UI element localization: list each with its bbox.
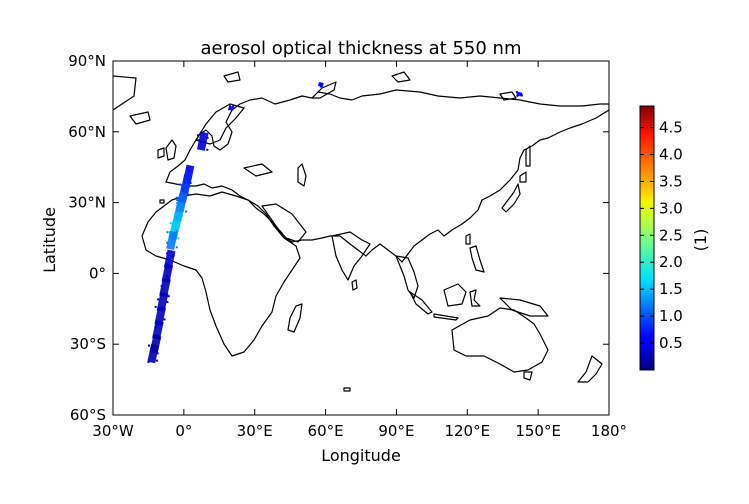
- x-tick-label: 30°E: [237, 422, 273, 440]
- srilanka-coastline: [351, 279, 358, 291]
- blacksea-coastline: [243, 163, 273, 177]
- y-tick-label: 60°S: [70, 406, 106, 424]
- x-tick-label: 60°E: [308, 422, 344, 440]
- tasmania-coastline: [523, 371, 533, 381]
- severnaya-coastline: [391, 71, 411, 83]
- swath-point: [196, 131, 209, 151]
- sulawesi-coastline: [469, 289, 481, 307]
- borneo-coastline: [443, 283, 467, 307]
- japan-coastline: [501, 183, 521, 213]
- iceland-coastline: [129, 111, 151, 125]
- chart-title: aerosol optical thickness at 550 nm: [201, 38, 522, 59]
- arabia-coastline: [261, 203, 307, 243]
- colorbar-tick-label: 3.0: [659, 199, 683, 217]
- newzealand-coastline: [577, 355, 603, 383]
- y-tick-label: 0°: [89, 264, 106, 282]
- newguinea-coastline: [499, 297, 549, 317]
- swath-point: [166, 230, 178, 250]
- swath-point: [515, 91, 523, 97]
- svalbard-coastline: [223, 71, 241, 83]
- greenland-coastline: [113, 75, 137, 111]
- colorbar-tick-label: 1.0: [659, 307, 683, 325]
- hokkaido-coastline: [519, 171, 527, 183]
- colorbar-tick-label: 4.5: [659, 119, 683, 137]
- madagascar-coastline: [287, 303, 303, 333]
- india-coastline: [331, 231, 371, 281]
- philippines-coastline: [469, 245, 485, 273]
- swath-point: [228, 105, 235, 111]
- sakhalin-coastline: [525, 145, 531, 167]
- canary-coastline: [159, 199, 165, 204]
- x-tick-label: 180°: [591, 422, 627, 440]
- x-tick-label: 90°E: [378, 422, 414, 440]
- scandinavia-coastline: [195, 103, 245, 145]
- y-tick-label: 30°N: [68, 194, 106, 212]
- africa-coastline: [141, 191, 301, 357]
- colorbar-gradient: [639, 105, 655, 371]
- y-axis-label: Latitude: [40, 207, 59, 273]
- colorbar-tick-label: 1.5: [659, 280, 683, 298]
- taiwan-coastline: [465, 233, 471, 245]
- x-tick-label: 0°: [175, 422, 192, 440]
- kerguelen-coastline: [343, 387, 351, 392]
- y-tick-label: 30°S: [70, 335, 106, 353]
- swath-point: [147, 344, 159, 364]
- x-axis: 30°W 0° 30°E 60°E 90°E 120°E 150°E 180°: [92, 61, 627, 440]
- colorbar-ticks: 0.5 1.0 1.5 2.0 2.5 3.0 3.5 4.0 4.5: [640, 119, 683, 352]
- x-tick-label: 120°E: [444, 422, 490, 440]
- britain-coastline: [165, 139, 177, 161]
- ireland-coastline: [157, 147, 165, 159]
- x-tick-label: 30°W: [92, 422, 134, 440]
- y-tick-label: 90°N: [68, 52, 106, 70]
- colorbar-tick-label: 3.5: [659, 172, 683, 190]
- eurasia-coastline: [165, 89, 609, 263]
- plot-frame: [112, 60, 610, 416]
- swath-point: [317, 82, 324, 88]
- colorbar-tick-label: 2.5: [659, 226, 683, 244]
- colorbar: 0.5 1.0 1.5 2.0 2.5 3.0 3.5 4.0 4.5 (1): [639, 105, 710, 371]
- java-coastline: [433, 313, 459, 321]
- coastlines: [113, 71, 609, 392]
- caspian-coastline: [297, 163, 307, 187]
- aot-swath: [147, 82, 523, 364]
- y-tick-label: 60°N: [68, 123, 106, 141]
- colorbar-tick-label: 4.0: [659, 145, 683, 163]
- seasia-coastline: [395, 255, 419, 299]
- novayazemlya-coastline: [311, 81, 337, 99]
- colorbar-tick-label: 0.5: [659, 334, 683, 352]
- australia-coastline: [451, 307, 549, 373]
- colorbar-tick-label: 2.0: [659, 253, 683, 271]
- newsiberian-coastline: [499, 91, 517, 101]
- x-axis-label: Longitude: [321, 446, 401, 465]
- colorbar-label: (1): [691, 229, 710, 252]
- y-axis: 90°N 60°N 30°N 0° 30°S 60°S: [68, 52, 609, 424]
- sumatra-coastline: [409, 291, 433, 315]
- x-tick-label: 150°E: [515, 422, 561, 440]
